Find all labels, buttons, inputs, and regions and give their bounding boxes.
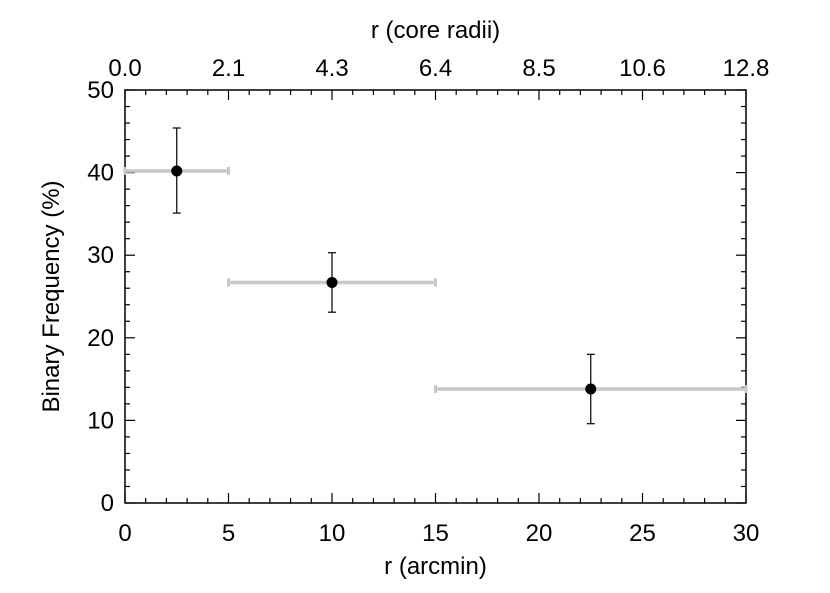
- x-tick-label: 10: [319, 520, 346, 547]
- x-tick-label: 15: [422, 520, 449, 547]
- data-point: [227, 252, 437, 313]
- y-tick-labels: 0 10 20 30 40 50: [87, 77, 114, 517]
- y-axis-title: Binary Frequency (%): [38, 180, 65, 412]
- top-x-tick-label: 8.5: [522, 55, 555, 82]
- x-axis-title: r (arcmin): [384, 553, 487, 580]
- top-x-tick-label: 4.3: [315, 55, 348, 82]
- x-tick-label: 30: [733, 520, 760, 547]
- marker: [585, 383, 597, 395]
- y-tick-label: 40: [87, 160, 114, 187]
- top-x-tick-label: 2.1: [212, 55, 245, 82]
- data-point: [123, 127, 230, 214]
- x-tick-labels: 0 5 10 15 20 25 30: [118, 520, 759, 547]
- y-tick-label: 20: [87, 325, 114, 352]
- axis-ticks: [124, 89, 747, 504]
- plot-frame: [124, 89, 747, 504]
- marker: [326, 276, 338, 288]
- y-tick-label: 30: [87, 242, 114, 269]
- top-x-tick-label: 12.8: [723, 55, 770, 82]
- x-tick-label: 0: [118, 520, 131, 547]
- x-tick-label: 5: [222, 520, 235, 547]
- y-tick-label: 0: [101, 490, 114, 517]
- data-points: [123, 127, 748, 425]
- data-point: [434, 353, 748, 425]
- top-x-tick-labels: 0.0 2.1 4.3 6.4 8.5 10.6 12.8: [108, 55, 769, 82]
- y-tick-label: 10: [87, 407, 114, 434]
- x-tick-label: 20: [526, 520, 553, 547]
- marker: [171, 165, 183, 177]
- top-x-tick-label: 6.4: [419, 55, 452, 82]
- y-tick-label: 50: [87, 77, 114, 104]
- x-tick-label: 25: [629, 520, 656, 547]
- top-x-tick-label: 10.6: [619, 55, 666, 82]
- top-x-tick-label: 0.0: [108, 55, 141, 82]
- top-x-axis-title: r (core radii): [371, 17, 500, 44]
